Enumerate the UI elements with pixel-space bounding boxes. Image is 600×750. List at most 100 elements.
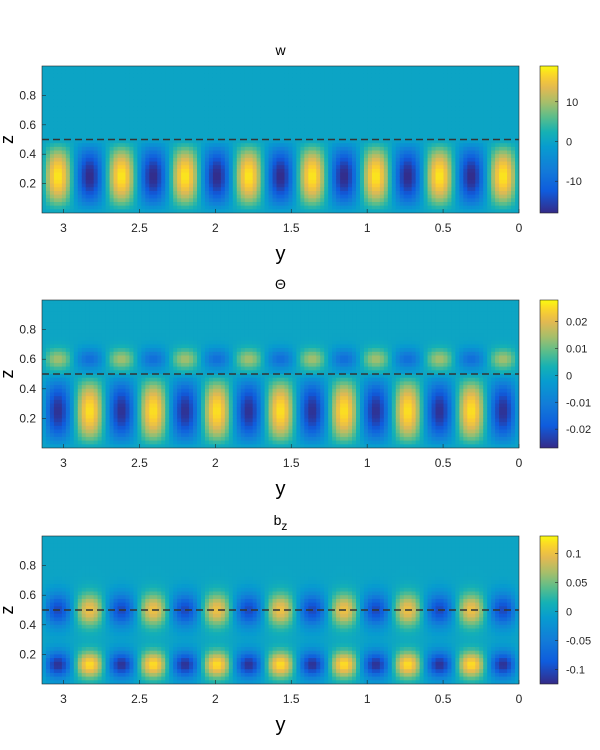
heatmap-cell: [363, 73, 369, 78]
heatmap-cell: [149, 95, 154, 100]
heatmap-cell: [296, 157, 301, 163]
heatmap-cell: [125, 194, 131, 199]
heatmap-cell: [352, 117, 357, 122]
heatmap-cell: [228, 139, 234, 144]
heatmap-cell: [348, 121, 353, 126]
heatmap-cell: [252, 69, 258, 74]
heatmap-cell: [495, 102, 500, 108]
heatmap-cell: [157, 176, 162, 181]
heatmap-cell: [356, 139, 361, 144]
heatmap-cell: [284, 176, 290, 181]
heatmap-cell: [451, 121, 457, 126]
heatmap-cell: [308, 77, 313, 82]
heatmap-cell: [515, 157, 519, 163]
heatmap-cell: [141, 157, 146, 163]
heatmap-cell: [248, 84, 254, 89]
heatmap-cell: [169, 128, 174, 133]
heatmap-cell: [173, 165, 178, 170]
heatmap-cell: [415, 77, 421, 82]
heatmap-cell: [395, 146, 401, 152]
heatmap-cell: [491, 183, 496, 188]
heatmap-cell: [137, 99, 142, 104]
heatmap-cell: [455, 194, 460, 199]
heatmap-cell: [367, 194, 373, 199]
heatmap-cell: [125, 168, 131, 174]
heatmap-cell: [224, 154, 230, 159]
heatmap-cell: [495, 135, 500, 141]
heatmap-cell: [340, 84, 345, 89]
heatmap-cell: [423, 66, 429, 71]
heatmap-cell: [471, 183, 476, 188]
heatmap-cell: [308, 106, 313, 111]
heatmap-cell: [252, 168, 258, 174]
heatmap-cell: [228, 168, 234, 174]
heatmap-cell: [403, 113, 409, 119]
heatmap-cell: [375, 172, 381, 177]
heatmap-cell: [173, 161, 178, 166]
heatmap-cell: [216, 84, 222, 89]
heatmap-cell: [101, 113, 107, 119]
heatmap-cell: [479, 157, 484, 163]
heatmap-cell: [57, 110, 63, 115]
heatmap-cell: [77, 146, 83, 152]
heatmap-cell: [45, 84, 51, 89]
heatmap-cell: [479, 106, 484, 111]
heatmap-cell: [173, 172, 178, 177]
heatmap-cell: [185, 80, 190, 85]
heatmap-cell: [256, 135, 262, 141]
heatmap-cell: [407, 176, 413, 181]
heatmap-cell: [117, 91, 123, 96]
heatmap-cell: [42, 69, 47, 74]
heatmap-cell: [423, 161, 429, 166]
heatmap-cell: [169, 194, 174, 199]
heatmap-cell: [507, 168, 512, 174]
heatmap-cell: [105, 124, 111, 130]
heatmap-cell: [399, 80, 405, 85]
heatmap-cell: [224, 69, 230, 74]
heatmap-cell: [49, 344, 55, 349]
heatmap-cell: [407, 179, 413, 185]
heatmap-cell: [503, 88, 508, 93]
heatmap-cell: [208, 106, 214, 111]
heatmap-cell: [360, 146, 365, 152]
heatmap-cell: [181, 209, 186, 213]
heatmap-cell: [507, 117, 512, 122]
heatmap-cell: [467, 95, 472, 100]
heatmap-cell: [495, 84, 500, 89]
heatmap-cell: [125, 146, 131, 152]
heatmap-cell: [85, 190, 91, 196]
heatmap-cell: [344, 106, 349, 111]
heatmap-cell: [89, 150, 95, 155]
heatmap-cell: [53, 374, 59, 379]
heatmap-cell: [280, 161, 286, 166]
heatmap-cell: [479, 143, 484, 148]
heatmap-cell: [49, 414, 55, 419]
heatmap-cell: [208, 77, 214, 82]
heatmap-cell: [447, 146, 453, 152]
heatmap-cell: [97, 172, 103, 177]
heatmap-cell: [360, 172, 365, 177]
heatmap-cell: [228, 80, 234, 85]
heatmap-cell: [387, 201, 393, 207]
heatmap-cell: [42, 355, 47, 360]
heatmap-cell: [280, 176, 286, 181]
heatmap-cell: [101, 128, 107, 133]
heatmap-cell: [208, 194, 214, 199]
heatmap-cell: [451, 113, 457, 119]
heatmap-cell: [201, 128, 206, 133]
heatmap-cell: [375, 205, 381, 210]
heatmap-cell: [419, 117, 425, 122]
heatmap-cell: [503, 168, 508, 174]
heatmap-cell: [443, 73, 449, 78]
heatmap-cell: [515, 91, 519, 96]
heatmap-cell: [475, 187, 480, 192]
heatmap-cell: [252, 113, 258, 119]
heatmap-cell: [356, 183, 361, 188]
heatmap-cell: [375, 66, 381, 71]
heatmap-cell: [45, 157, 51, 163]
heatmap-cell: [332, 150, 337, 155]
heatmap-cell: [197, 201, 202, 207]
heatmap-cell: [117, 113, 123, 119]
heatmap-cell: [491, 84, 496, 89]
heatmap-cell: [383, 132, 389, 137]
